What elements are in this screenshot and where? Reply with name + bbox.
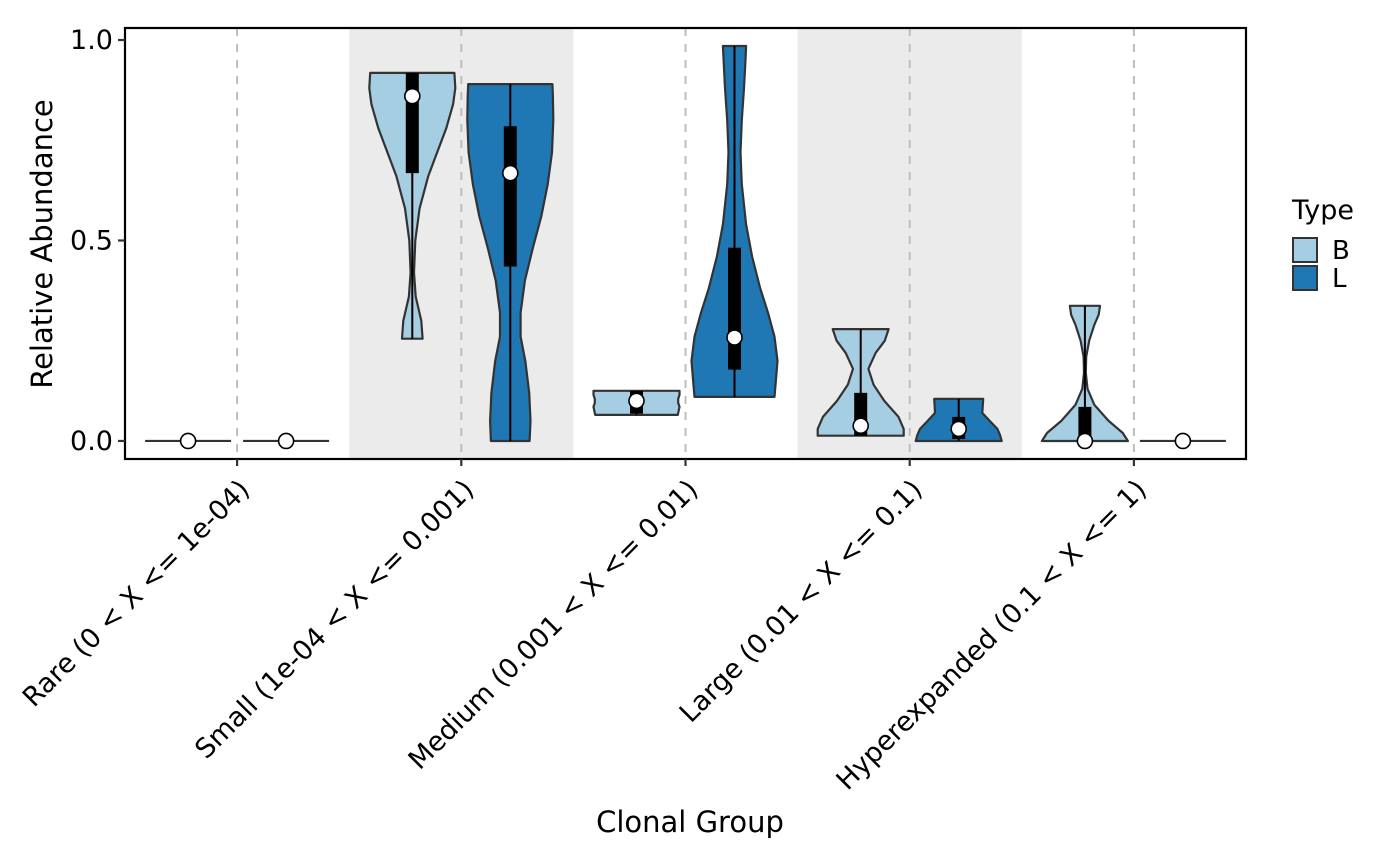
legend-title: Type (1291, 195, 1354, 226)
violin-group (914, 397, 1003, 443)
legend-key (1292, 265, 1318, 291)
violin-iqr-box (503, 126, 517, 267)
violin-group (1040, 304, 1129, 450)
violin-group (243, 432, 330, 450)
violin-median-point (628, 392, 645, 410)
violin-median-point (1076, 432, 1094, 450)
x-tick-label: Large (0.01 < X <= 0.1) (674, 474, 929, 729)
violin-group (1139, 432, 1226, 450)
violin-median-point (950, 420, 968, 438)
violin-median-point (501, 164, 519, 182)
violin-group (466, 83, 555, 443)
x-axis: Rare (0 < X <= 1e-04)Small (1e-04 < X <=… (17, 459, 1153, 796)
violin-median-point (403, 87, 421, 105)
violin-iqr-box (1078, 406, 1092, 441)
y-axis-title: Relative Abundance (25, 99, 59, 389)
violin-median-point (179, 432, 197, 450)
y-tick-label: 0.5 (70, 225, 113, 256)
violin-median-point (1174, 432, 1192, 450)
violin-group (690, 44, 779, 398)
legend-key (1292, 237, 1318, 263)
legend-label: B (1332, 236, 1350, 266)
violins (145, 44, 1226, 450)
violin-median-point (726, 329, 743, 346)
legend: Type BL (1291, 195, 1354, 294)
y-axis: 0.0 0.5 1.0 (70, 25, 125, 457)
legend-label: L (1332, 264, 1347, 294)
x-tick-label: Rare (0 < X <= 1e-04) (17, 474, 256, 713)
violin-group (145, 432, 232, 450)
violin-median-point (852, 417, 870, 435)
x-axis-title: Clonal Group (596, 805, 784, 839)
violin-group (816, 328, 905, 437)
vertical-gridlines (236, 28, 1135, 459)
violin-group (368, 71, 457, 340)
y-tick-label: 0.0 (70, 426, 113, 457)
violin-median-point (277, 432, 295, 450)
violin-group (592, 389, 681, 416)
violin-iqr-box (728, 247, 741, 370)
y-tick-label: 1.0 (70, 25, 113, 56)
